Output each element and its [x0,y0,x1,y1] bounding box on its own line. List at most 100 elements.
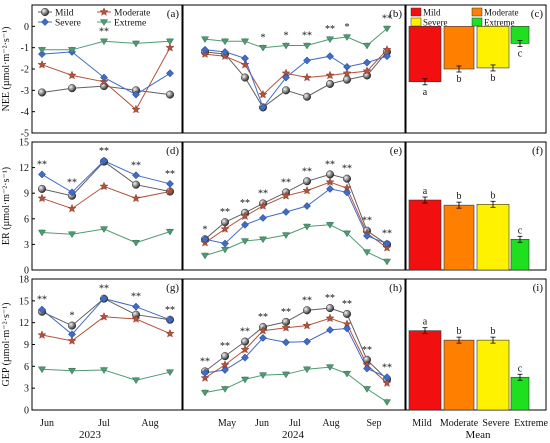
y-tick-label: 0 [24,406,29,417]
point-mild [67,321,77,330]
point-mild [131,180,141,189]
significance-mark: ** [362,216,372,227]
point-extreme [165,369,175,377]
y-tick-label: 9 [24,189,29,200]
axes-layer [31,4,547,411]
point-extreme [165,38,175,46]
point-extreme [240,38,250,46]
point-severe [201,235,209,244]
panel-letter: (d) [166,145,179,157]
significance-mark: ** [258,188,268,199]
significance-mark: ** [302,31,312,42]
bar-category-label: Severe [482,418,510,429]
point-severe [166,315,174,324]
point-extreme [37,366,47,374]
point-extreme [220,38,230,46]
point-extreme [325,222,335,229]
point-moderate [240,211,250,221]
bar-extreme [510,238,530,271]
point-moderate [99,181,109,191]
x-tick-label: Jul [98,418,110,429]
x-tick-label: May [218,418,236,429]
y-tick-label: 3 [24,384,29,395]
significance-mark: ** [37,295,47,306]
point-extreme [302,42,312,50]
legend-label: Extreme [114,19,146,29]
point-mild [240,73,250,82]
point-severe [363,364,371,373]
point-severe [343,324,351,333]
point-extreme [67,231,77,239]
panel-frame [182,141,406,271]
point-severe [241,353,249,362]
significance-mark: ** [281,177,291,188]
y-tick-label: 9 [24,340,29,351]
point-severe [282,338,290,347]
point-moderate [37,193,47,203]
legend-label: Moderate [484,8,518,18]
legend-label: Mild [55,9,74,19]
point-extreme [99,38,109,46]
point-extreme [67,47,77,54]
point-moderate [131,193,141,203]
point-severe [282,208,290,216]
bar-letter: b [491,326,496,337]
y-axis-title: GEP (µmol·m⁻²·s⁻¹) [1,303,12,387]
point-moderate [302,185,312,195]
significance-mark: ** [99,26,109,37]
point-moderate [302,320,312,330]
bar-mild [408,330,442,411]
significance-mark: ** [131,292,141,303]
point-severe [100,73,108,82]
point-moderate [131,314,141,323]
point-extreme [382,25,392,33]
point-extreme [362,249,372,256]
point-severe [326,184,334,193]
point-severe [326,52,334,61]
point-extreme [302,223,312,231]
point-severe [241,220,249,229]
significance-mark: ** [302,166,312,177]
point-severe [383,373,391,382]
series-line-moderate [41,185,171,210]
point-moderate [37,330,47,339]
panel-letter: (g) [166,282,179,294]
point-moderate [165,42,175,52]
bar-severe [476,339,510,411]
x-tick-label: Jun [255,418,269,429]
point-moderate [281,323,291,332]
significance-mark: ** [342,299,352,310]
panel-letter: (c) [531,8,544,20]
point-extreme [220,386,230,393]
bar-letter: b [457,191,462,202]
point-moderate [258,325,268,335]
point-severe [343,62,351,71]
series-line-mild [204,51,388,109]
series-line-moderate [204,181,388,249]
point-severe [68,188,76,197]
y-tick-label: 18 [19,275,29,286]
y-tick-label: -4 [21,107,29,118]
panel-frame [405,278,547,411]
point-severe [201,45,209,54]
point-severe [303,202,311,210]
significance-mark: ** [281,307,291,318]
significance-mark: ** [99,284,109,295]
legend-swatch [410,7,422,17]
bar-letter: b [457,74,462,85]
point-severe [282,73,290,82]
y-tick-label: 6 [24,362,29,373]
point-moderate [240,59,250,69]
panel-letter: (h) [389,282,402,294]
significance-mark: ** [131,160,141,171]
point-moderate [67,70,77,80]
significance-mark: * [203,224,208,235]
bar-letter: b [491,190,496,201]
bar-category-label: Moderate [440,418,479,429]
series-line-mild [204,307,388,380]
point-severe [241,54,249,63]
point-extreme [220,246,230,254]
point-mild [37,88,47,97]
point-severe [221,366,229,374]
